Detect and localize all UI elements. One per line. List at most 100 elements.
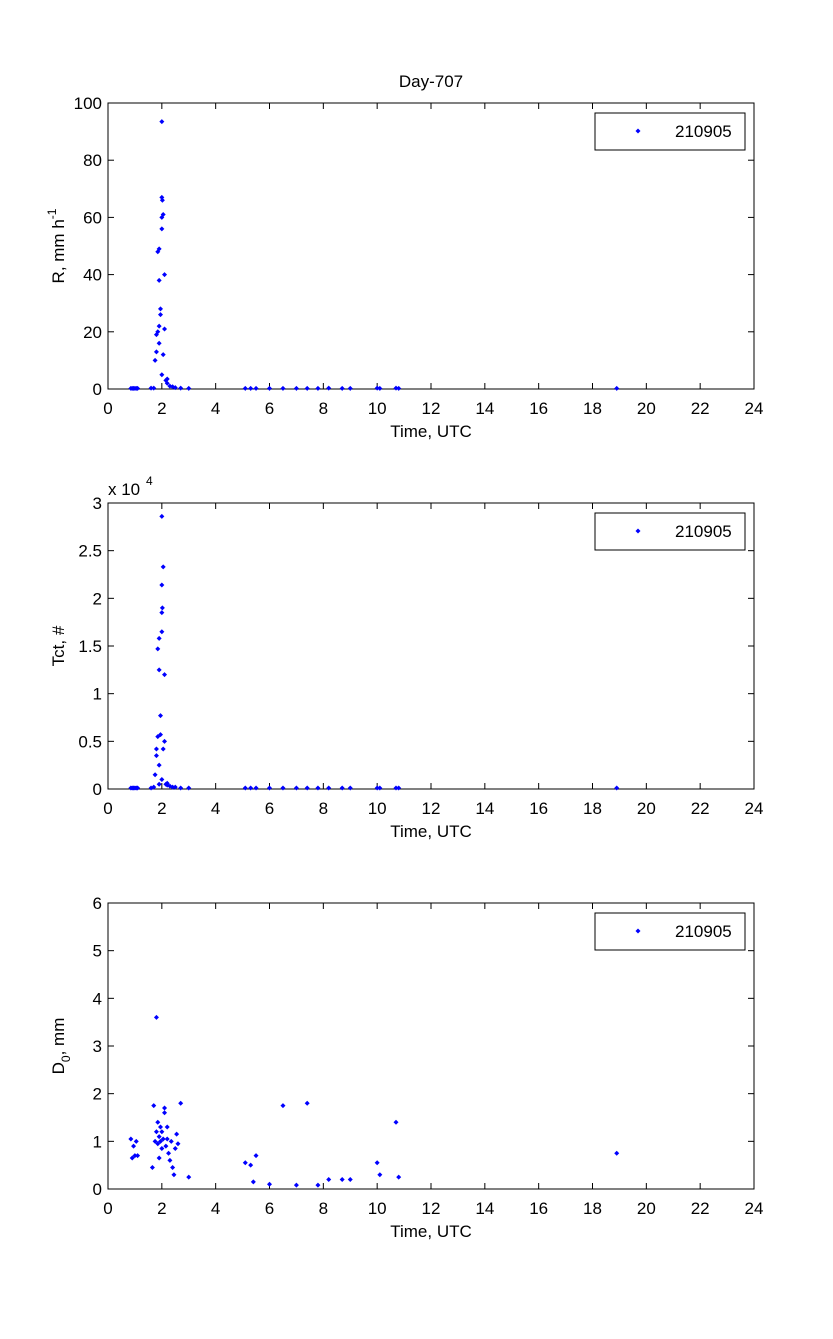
data-point bbox=[135, 385, 141, 391]
data-point bbox=[248, 385, 254, 391]
x-tick-label: 10 bbox=[368, 399, 387, 418]
data-point bbox=[159, 197, 165, 203]
data-point bbox=[293, 1182, 299, 1188]
data-point bbox=[159, 610, 165, 616]
data-point bbox=[162, 272, 168, 278]
data-point bbox=[170, 1165, 176, 1171]
data-point bbox=[396, 385, 402, 391]
data-point bbox=[614, 785, 620, 791]
data-point bbox=[159, 582, 165, 588]
data-point bbox=[151, 784, 157, 790]
y-tick-label: 1.5 bbox=[78, 637, 102, 656]
data-point bbox=[135, 1153, 141, 1159]
data-point bbox=[253, 1153, 259, 1159]
data-point bbox=[304, 1100, 310, 1106]
data-point bbox=[157, 1138, 163, 1144]
data-point bbox=[132, 1153, 138, 1159]
data-point bbox=[170, 784, 176, 790]
data-point bbox=[253, 385, 259, 391]
data-point bbox=[614, 1150, 620, 1156]
y-tick-label: 1 bbox=[93, 1132, 102, 1151]
x-tick-label: 8 bbox=[319, 399, 328, 418]
data-point bbox=[174, 1131, 180, 1137]
data-point bbox=[339, 385, 345, 391]
data-point bbox=[159, 119, 165, 125]
x-axis-label: Time, UTC bbox=[390, 822, 472, 841]
data-point bbox=[160, 352, 166, 358]
data-point bbox=[133, 1138, 139, 1144]
x-tick-label: 6 bbox=[265, 1199, 274, 1218]
data-point bbox=[377, 1172, 383, 1178]
x-tick-label: 24 bbox=[745, 799, 764, 818]
x-tick-label: 12 bbox=[422, 399, 441, 418]
y-tick-label: 60 bbox=[83, 208, 102, 227]
data-point bbox=[186, 1174, 192, 1180]
x-tick-label: 16 bbox=[529, 1199, 548, 1218]
x-tick-label: 16 bbox=[529, 399, 548, 418]
x-axis-label: Time, UTC bbox=[390, 1222, 472, 1241]
x-tick-label: 4 bbox=[211, 1199, 220, 1218]
data-point bbox=[160, 746, 166, 752]
data-point bbox=[152, 1138, 158, 1144]
data-point bbox=[315, 1182, 321, 1188]
data-point bbox=[153, 349, 159, 355]
y-tick-label: 6 bbox=[93, 894, 102, 913]
x-tick-label: 0 bbox=[103, 799, 112, 818]
data-point bbox=[156, 1155, 162, 1161]
data-point bbox=[168, 1138, 174, 1144]
y-tick-label: 5 bbox=[93, 942, 102, 961]
data-point bbox=[159, 1145, 165, 1151]
data-point bbox=[159, 513, 165, 519]
x-tick-label: 10 bbox=[368, 799, 387, 818]
data-point bbox=[162, 1110, 168, 1116]
data-point bbox=[172, 385, 178, 391]
data-point bbox=[157, 1124, 163, 1130]
data-point bbox=[326, 785, 332, 791]
data-point bbox=[157, 732, 163, 738]
data-point bbox=[164, 376, 170, 382]
data-point bbox=[156, 781, 162, 787]
data-point bbox=[155, 1119, 161, 1125]
data-point bbox=[153, 1014, 159, 1020]
legend-marker bbox=[635, 928, 641, 934]
y-tick-label: 80 bbox=[83, 151, 102, 170]
data-point bbox=[171, 1172, 177, 1178]
data-point bbox=[280, 785, 286, 791]
y-tick-label: 100 bbox=[74, 94, 102, 113]
x-tick-label: 22 bbox=[691, 1199, 710, 1218]
data-point bbox=[393, 1119, 399, 1125]
legend-box bbox=[594, 112, 746, 151]
data-point bbox=[186, 385, 192, 391]
data-point bbox=[304, 385, 310, 391]
x-tick-label: 24 bbox=[745, 399, 764, 418]
legend-marker bbox=[635, 128, 641, 134]
x-tick-label: 4 bbox=[211, 799, 220, 818]
y-tick-label: 1 bbox=[93, 685, 102, 704]
y-tick-label: 3 bbox=[93, 494, 102, 513]
data-point bbox=[267, 385, 272, 391]
data-point bbox=[159, 226, 165, 232]
x-tick-label: 22 bbox=[691, 799, 710, 818]
chart-title: Day-707 bbox=[399, 72, 463, 91]
data-point bbox=[178, 785, 184, 791]
y-axis-label-sub: 0 bbox=[59, 1055, 73, 1062]
x-tick-label: 12 bbox=[422, 1199, 441, 1218]
data-point bbox=[280, 1103, 286, 1109]
data-point bbox=[156, 246, 162, 252]
x-tick-label: 20 bbox=[637, 1199, 656, 1218]
data-point bbox=[178, 1100, 184, 1106]
data-point bbox=[374, 785, 380, 791]
y-tick-label: 0 bbox=[93, 780, 102, 799]
data-point bbox=[151, 1103, 157, 1109]
x-tick-label: 6 bbox=[265, 799, 274, 818]
data-point bbox=[253, 785, 259, 791]
data-point bbox=[155, 1141, 161, 1147]
x-tick-label: 16 bbox=[529, 799, 548, 818]
y-axis-label-text: Tct, # bbox=[49, 625, 68, 666]
data-point bbox=[248, 785, 254, 791]
y-tick-label: 0.5 bbox=[78, 732, 102, 751]
data-point bbox=[160, 564, 166, 570]
data-point bbox=[326, 385, 332, 391]
y-axis-label-text: R, mm h bbox=[49, 219, 68, 283]
